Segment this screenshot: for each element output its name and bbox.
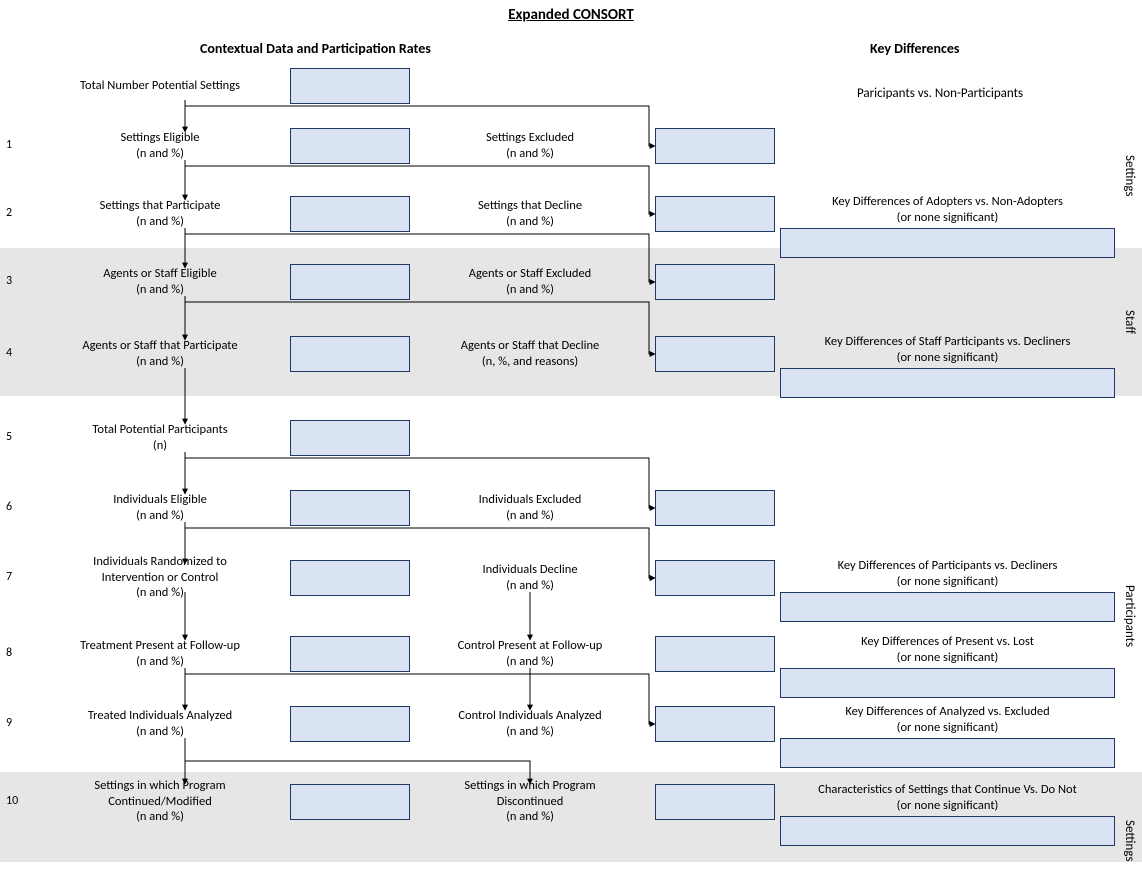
row-number-4: 4: [6, 346, 12, 360]
input-box-left-row-1[interactable]: [290, 128, 410, 164]
input-box-left-row-6[interactable]: [290, 490, 410, 526]
left-label-row-6: Individuals Eligible(n and %): [55, 492, 265, 523]
input-box-right-row-2[interactable]: [655, 196, 775, 232]
left-label-row-3: Agents or Staff Eligible(n and %): [55, 266, 265, 297]
key-diff-text-row-8: Key Differences of Present vs. Lost(or n…: [780, 634, 1115, 665]
row-number-2: 2: [6, 206, 12, 220]
key-diff-box-row-4[interactable]: [780, 368, 1115, 398]
left-label-row-1: Settings Eligible(n and %): [55, 130, 265, 161]
left-label-row-8: Treatment Present at Follow-up(n and %): [55, 638, 265, 669]
left-label-row-9: Treated Individuals Analyzed(n and %): [55, 708, 265, 739]
input-box-left-row-9[interactable]: [290, 706, 410, 742]
left-label-row-0: Total Number Potential Settings: [55, 78, 265, 94]
input-box-left-row-5[interactable]: [290, 420, 410, 456]
input-box-right-row-7[interactable]: [655, 560, 775, 596]
input-box-left-row-10[interactable]: [290, 784, 410, 820]
input-box-right-row-3[interactable]: [655, 264, 775, 300]
right-label-row-6: Individuals Excluded(n and %): [420, 492, 640, 523]
row-number-5: 5: [6, 430, 12, 444]
row-number-7: 7: [6, 570, 12, 584]
key-diff-box-row-8[interactable]: [780, 668, 1115, 698]
section-label-settings-3: Settings: [1122, 820, 1137, 862]
left-label-row-5: Total Potential Participants(n): [55, 422, 265, 453]
input-box-right-row-9[interactable]: [655, 706, 775, 742]
right-label-row-10: Settings in which ProgramDiscontinued(n …: [420, 778, 640, 825]
right-label-row-3: Agents or Staff Excluded(n and %): [420, 266, 640, 297]
left-label-row-4: Agents or Staff that Participate(n and %…: [55, 338, 265, 369]
section-label-staff-1: Staff: [1122, 310, 1137, 334]
row-number-9: 9: [6, 716, 12, 730]
right-label-row-9: Control Individuals Analyzed(n and %): [420, 708, 640, 739]
left-label-row-7: Individuals Randomized toIntervention or…: [55, 554, 265, 601]
row-number-8: 8: [6, 646, 12, 660]
key-diff-text-row-4: Key Differences of Staff Participants vs…: [780, 334, 1115, 365]
row-number-3: 3: [6, 274, 12, 288]
input-box-left-row-3[interactable]: [290, 264, 410, 300]
section-label-settings-0: Settings: [1122, 155, 1137, 197]
right-label-row-2: Settings that Decline(n and %): [420, 198, 640, 229]
key-diff-box-row-2[interactable]: [780, 228, 1115, 258]
input-box-left-row-0[interactable]: [290, 68, 410, 104]
right-label-row-7: Individuals Decline(n and %): [420, 562, 640, 593]
key-diff-box-row-7[interactable]: [780, 592, 1115, 622]
key-diff-text-row-7: Key Differences of Participants vs. Decl…: [780, 558, 1115, 589]
left-label-row-10: Settings in which ProgramContinued/Modif…: [55, 778, 265, 825]
input-box-left-row-4[interactable]: [290, 336, 410, 372]
input-box-left-row-7[interactable]: [290, 560, 410, 596]
row-number-6: 6: [6, 500, 12, 514]
key-diff-text-row-2: Key Differences of Adopters vs. Non-Adop…: [780, 194, 1115, 225]
input-box-left-row-2[interactable]: [290, 196, 410, 232]
key-diff-text-row-10: Characteristics of Settings that Continu…: [780, 782, 1115, 813]
input-box-right-row-4[interactable]: [655, 336, 775, 372]
left-label-row-2: Settings that Participate(n and %): [55, 198, 265, 229]
key-diff-box-row-9[interactable]: [780, 738, 1115, 768]
input-box-right-row-6[interactable]: [655, 490, 775, 526]
input-box-left-row-8[interactable]: [290, 636, 410, 672]
row-number-10: 10: [6, 794, 18, 808]
key-diff-box-row-10[interactable]: [780, 816, 1115, 846]
input-box-right-row-8[interactable]: [655, 636, 775, 672]
section-label-participants-2: Participants: [1122, 585, 1137, 647]
key-diff-text-row-9: Key Differences of Analyzed vs. Excluded…: [780, 704, 1115, 735]
right-label-row-1: Settings Excluded(n and %): [420, 130, 640, 161]
row-number-1: 1: [6, 138, 12, 152]
right-label-row-4: Agents or Staff that Decline(n, %, and r…: [420, 338, 640, 369]
input-box-right-row-1[interactable]: [655, 128, 775, 164]
right-label-row-8: Control Present at Follow-up(n and %): [420, 638, 640, 669]
input-box-right-row-10[interactable]: [655, 784, 775, 820]
